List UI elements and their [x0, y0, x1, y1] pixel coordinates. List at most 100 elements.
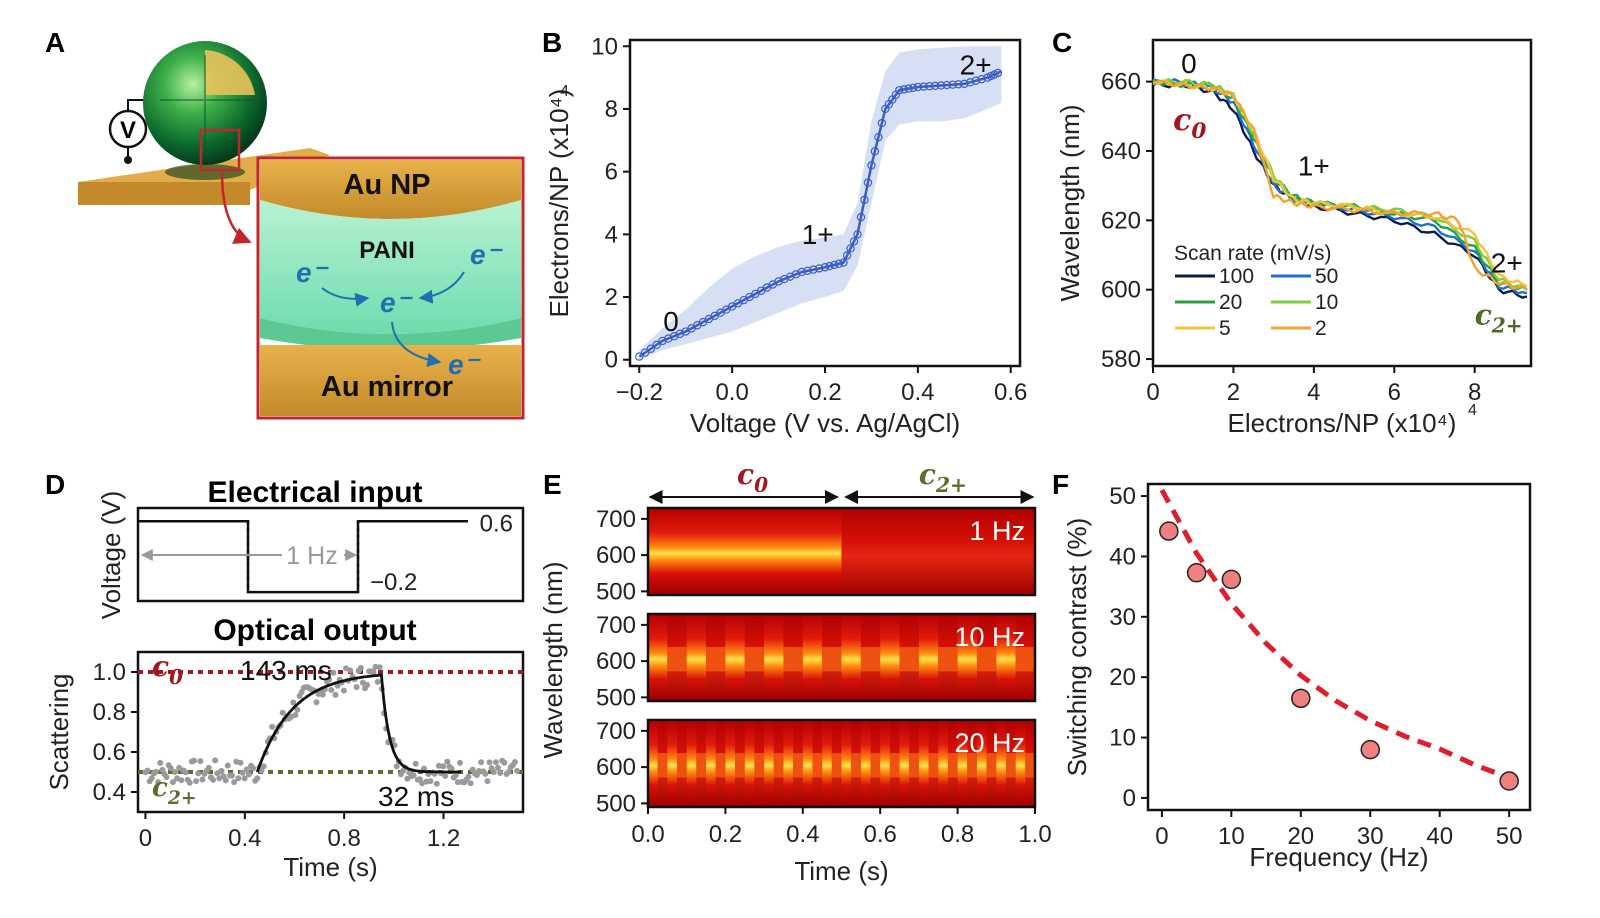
x-tick-label: 0.4	[228, 825, 261, 852]
c0-label: c0	[737, 458, 768, 497]
chart-c: 0 2 4 6 8 580 600 620 640 660 Electrons/NP (x10⁴) W…	[1055, 38, 1533, 438]
data-point	[960, 79, 969, 89]
heatmap-bright-segment	[706, 720, 716, 807]
data-point	[1221, 569, 1242, 590]
scatter-point	[501, 759, 508, 766]
c0-label-sub: 0	[169, 665, 183, 689]
x-tick-label: 8	[1468, 379, 1481, 406]
chart-d-bottom: 0 0.4 0.8 1.2 0.4 0.6 0.8 1.0 Time (s) Scattering…	[44, 650, 525, 882]
x-axis-label: Voltage (V vs. Ag/AgCl)	[690, 408, 960, 438]
y-tick-label: 640	[1101, 138, 1141, 165]
v-high-label: 0.6	[480, 510, 513, 537]
y-tick-label: 20	[1109, 664, 1136, 691]
scatter-point	[353, 684, 360, 691]
x-tick-label: 0.2	[808, 379, 841, 406]
y-tick-label: 0.4	[93, 779, 126, 806]
inset-pani-edge	[260, 318, 521, 350]
scatter-point	[340, 687, 347, 694]
scatter-point	[484, 778, 491, 785]
scatter-point	[195, 770, 202, 777]
scatter-point	[319, 691, 326, 698]
electrical-input-title: Electrical input	[207, 476, 422, 509]
state-label-0: 0	[1181, 48, 1197, 79]
state-label-2plus: 2+	[1491, 247, 1523, 278]
x-axis-label: Time (s)	[794, 856, 888, 886]
scatter-point	[452, 772, 459, 779]
scatter-point	[495, 764, 502, 771]
data-point	[809, 265, 818, 274]
scatter-point	[313, 699, 320, 706]
data-point	[830, 260, 839, 270]
heatmap-dim-segment	[754, 753, 765, 778]
heatmap-bright-segment	[918, 720, 929, 807]
scatter-point	[155, 779, 162, 786]
heatmap-bright-segment	[648, 720, 658, 807]
heatmap-dim-segment	[822, 647, 842, 672]
heatmap-dim-segment	[696, 753, 707, 778]
x-tick-label: 0.6	[994, 379, 1027, 406]
c2plus-label-sub: 2+	[935, 473, 967, 497]
scatter-point	[144, 767, 151, 774]
scatter-point	[199, 776, 206, 783]
heatmap-bright-segment	[648, 614, 668, 701]
data-point	[870, 147, 880, 156]
data-point	[1360, 739, 1381, 760]
y-tick-label: 40	[1109, 543, 1136, 570]
frequency-label: 1 Hz	[286, 542, 337, 570]
data-point	[797, 267, 806, 277]
heatmap-dim-segment	[976, 647, 997, 672]
heatmap-bright-segment	[938, 720, 948, 807]
scatter-point	[294, 706, 301, 713]
inset-au-mirror	[260, 345, 521, 416]
panel-letter-f: F	[1052, 469, 1069, 500]
scatter-point	[514, 767, 521, 774]
scatter-point	[172, 769, 179, 776]
scatter-point	[254, 775, 261, 782]
heatmap-bright-segment	[667, 720, 678, 807]
fall-time-label: 32 ms	[378, 781, 454, 812]
y-tick-label: 600	[1101, 277, 1141, 304]
state-label-2plus: 2+	[960, 49, 992, 80]
legend-entry-2: 2	[1315, 317, 1327, 340]
data-point	[899, 85, 909, 94]
x-tick-label: 20	[1287, 823, 1314, 850]
heatmap-dim-segment	[773, 753, 784, 778]
scatter-point	[478, 759, 485, 766]
legend-entry-20: 20	[1219, 291, 1242, 314]
scatter-point	[410, 772, 417, 779]
sphere-shadow	[165, 164, 245, 180]
heatmap-frame	[646, 506, 1037, 597]
electron-label: e⁻	[470, 239, 504, 270]
electron-arrow	[391, 321, 442, 367]
y-tick-label: 10	[1109, 725, 1136, 752]
scatter-point	[169, 779, 176, 786]
y-axis-label: Wavelength (nm)	[1055, 105, 1085, 302]
heatmap-bright-segment	[880, 614, 900, 701]
data-point	[803, 266, 812, 275]
x-tick-label: 50	[1496, 823, 1523, 850]
heatmap-dim-segment	[1005, 753, 1016, 778]
y-tick-label: 500	[596, 790, 636, 817]
x-tick-label: 30	[1357, 823, 1384, 850]
heatmap-bright-segment	[686, 720, 697, 807]
panel-letter-e: E	[543, 469, 562, 500]
heatmap-dim-segment	[1015, 647, 1035, 672]
data-point	[839, 258, 848, 267]
y-tick-label: 600	[596, 542, 636, 569]
data-point	[948, 80, 957, 89]
electron-arrow	[321, 287, 370, 307]
y-axis-label: Electrons/NP (x10⁴)	[544, 89, 574, 318]
panel-c: C 0 2 4 6 8 580 600 620 640 660 Electrons/NP (x10⁴…	[1052, 27, 1533, 438]
data-point	[863, 178, 873, 187]
scatter-point	[465, 773, 472, 780]
heatmap-frame	[646, 718, 1037, 809]
c2plus-label: c2+	[152, 773, 197, 809]
scatter-point	[497, 769, 504, 776]
panel-letter-b: B	[542, 27, 562, 58]
data-point	[646, 344, 656, 353]
y-tick-label: 4	[605, 221, 618, 248]
voltage-square-wave	[138, 520, 468, 594]
heatmap-bright-segment	[957, 720, 968, 807]
scatter-point	[393, 763, 400, 770]
